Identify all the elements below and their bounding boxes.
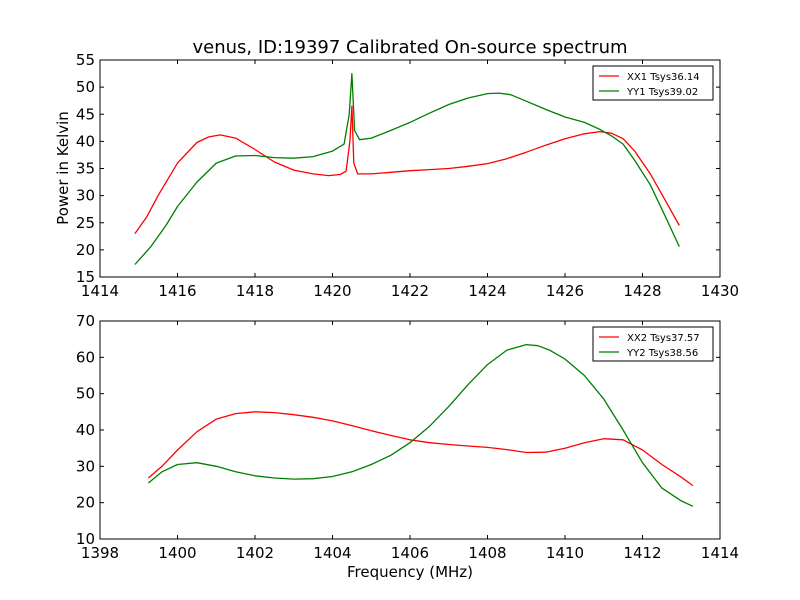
- x-tick-label: 1428: [623, 282, 661, 300]
- y-tick-label: 50: [76, 385, 95, 403]
- x-tick-label: 1404: [313, 544, 351, 562]
- chart-panel-2: 1398 1400 1402 1404 1406 1408 1410 1412 1414 10 20…: [76, 312, 739, 562]
- legend-box: [592, 65, 714, 101]
- legend-label: YY2 Tsys38.56: [626, 348, 698, 359]
- y-tick-label: 40: [76, 421, 95, 439]
- x-tick-label: 1424: [468, 282, 506, 300]
- series-line-red: [134, 105, 680, 234]
- legend: XX1 Tsys36.14 YY1 Tsys39.02: [592, 65, 714, 101]
- series-line-red: [147, 411, 694, 487]
- legend-box: [592, 326, 714, 362]
- y-tick-label: 15: [76, 268, 95, 286]
- legend-label: XX2 Tsys37.57: [627, 333, 700, 344]
- y-tick-label: 20: [76, 241, 95, 259]
- x-tick-label: 1414: [81, 282, 119, 300]
- y-tick-label: 30: [76, 457, 95, 475]
- y-tick-label: 40: [76, 132, 95, 150]
- y-tick-label: 20: [76, 494, 95, 512]
- y-tick-label: 30: [76, 187, 95, 205]
- x-tick-label: 1414: [701, 544, 739, 562]
- y-tick-label: 35: [76, 160, 95, 178]
- y-tick-label: 10: [76, 530, 95, 548]
- legend-label: XX1 Tsys36.14: [627, 72, 700, 83]
- x-tick-label: 1430: [701, 282, 739, 300]
- x-tick-label: 1400: [158, 544, 196, 562]
- x-tick-label: 1408: [468, 544, 506, 562]
- y-tick-label: 70: [76, 312, 95, 330]
- y-axis-label: Power in Kelvin: [54, 111, 72, 225]
- y-tick-label: 45: [76, 105, 95, 123]
- x-axis-label: Frequency (MHz): [347, 563, 473, 581]
- x-tick-label: 1422: [391, 282, 429, 300]
- x-tick-label: 1420: [313, 282, 351, 300]
- y-tick-label: 25: [76, 214, 95, 232]
- series-line-green: [134, 72, 680, 265]
- series-line-green: [147, 343, 694, 507]
- x-tick-label: 1412: [623, 544, 661, 562]
- y-tick-label: 50: [76, 78, 95, 96]
- legend-label: YY1 Tsys39.02: [626, 87, 698, 98]
- x-tick-label: 1426: [546, 282, 584, 300]
- y-tick-label: 60: [76, 348, 95, 366]
- x-tick-label: 1406: [391, 544, 429, 562]
- x-tick-label: 1402: [236, 544, 274, 562]
- x-tick-label: 1398: [81, 544, 119, 562]
- x-tick-label: 1410: [546, 544, 584, 562]
- x-tick-label: 1416: [158, 282, 196, 300]
- y-tick-label: 55: [76, 51, 95, 69]
- chart-panel-1: 1414 1416 1418 1420 1422 1424 1426 1428 1430 15 20…: [76, 51, 739, 300]
- legend: XX2 Tsys37.57 YY2 Tsys38.56: [592, 326, 714, 362]
- x-tick-label: 1418: [236, 282, 274, 300]
- figure-title: venus, ID:19397 Calibrated On-source spe…: [192, 37, 627, 58]
